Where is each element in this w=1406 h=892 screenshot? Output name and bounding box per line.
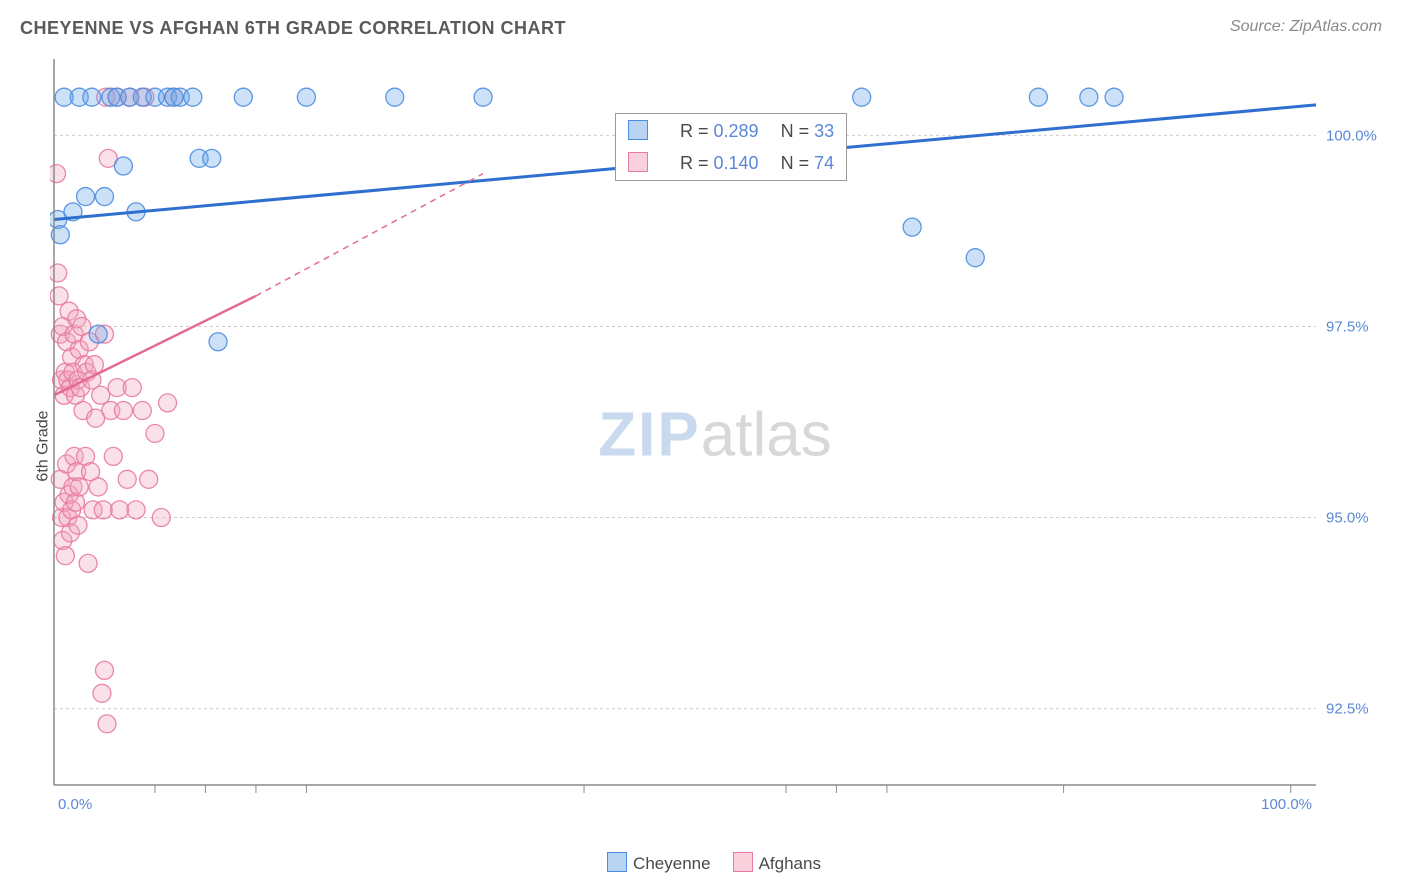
scatter-point	[1029, 88, 1047, 106]
y-tick-label: 92.5%	[1326, 701, 1369, 718]
scatter-point	[966, 249, 984, 267]
scatter-point	[140, 470, 158, 488]
scatter-point	[159, 394, 177, 412]
legend-swatch	[607, 852, 627, 872]
legend-label: Afghans	[759, 854, 821, 873]
scatter-point	[118, 470, 136, 488]
scatter-point	[92, 386, 110, 404]
scatter-point	[234, 88, 252, 106]
scatter-point	[70, 478, 88, 496]
stats-swatch	[628, 120, 648, 140]
scatter-point	[209, 333, 227, 351]
stats-N-label: N = 74	[771, 148, 845, 178]
scatter-point	[1080, 88, 1098, 106]
stats-row: R = 0.289N = 33	[618, 116, 844, 146]
scatter-point	[98, 715, 116, 733]
scatter-point	[853, 88, 871, 106]
stats-N-value: 74	[814, 153, 834, 173]
stats-legend-box: R = 0.289N = 33R = 0.140N = 74	[615, 113, 847, 181]
scatter-point	[50, 264, 67, 282]
scatter-point	[50, 165, 66, 183]
scatter-point	[89, 325, 107, 343]
stats-N-label: N = 33	[771, 116, 845, 146]
scatter-point	[184, 88, 202, 106]
scatter-point	[77, 188, 95, 206]
stats-table: R = 0.289N = 33R = 0.140N = 74	[616, 114, 846, 180]
scatter-point	[1105, 88, 1123, 106]
stats-row: R = 0.140N = 74	[618, 148, 844, 178]
scatter-point	[114, 157, 132, 175]
bottom-legend: Cheyenne Afghans	[0, 852, 1406, 874]
scatter-point	[69, 516, 87, 534]
scatter-point	[146, 424, 164, 442]
scatter-point	[56, 547, 74, 565]
scatter-point	[93, 684, 111, 702]
stats-R-value: 0.289	[714, 121, 759, 141]
scatter-point	[79, 554, 97, 572]
scatter-point	[114, 402, 132, 420]
stats-R-label: R = 0.140	[670, 148, 769, 178]
scatter-point	[133, 402, 151, 420]
legend-label: Cheyenne	[633, 854, 711, 873]
scatter-point	[123, 379, 141, 397]
y-tick-label: 100.0%	[1326, 127, 1377, 144]
scatter-point	[94, 501, 112, 519]
scatter-point	[95, 188, 113, 206]
plot-area: 92.5%95.0%97.5%100.0%0.0%100.0% ZIPatlas…	[50, 55, 1380, 815]
source-label: Source: ZipAtlas.com	[1230, 18, 1382, 36]
scatter-point	[50, 287, 68, 305]
scatter-point	[104, 447, 122, 465]
scatter-point	[474, 88, 492, 106]
scatter-point	[297, 88, 315, 106]
x-tick-label: 100.0%	[1261, 796, 1312, 813]
stats-swatch	[628, 152, 648, 172]
stats-R-value: 0.140	[714, 153, 759, 173]
scatter-point	[95, 661, 113, 679]
scatter-point	[152, 509, 170, 527]
chart-title: CHEYENNE VS AFGHAN 6TH GRADE CORRELATION…	[20, 18, 566, 39]
scatter-point	[203, 149, 221, 167]
stats-N-value: 33	[814, 121, 834, 141]
x-tick-label: 0.0%	[58, 796, 92, 813]
scatter-point	[111, 501, 129, 519]
scatter-point	[89, 478, 107, 496]
y-tick-label: 95.0%	[1326, 510, 1369, 527]
y-tick-label: 97.5%	[1326, 318, 1369, 335]
scatter-point	[903, 218, 921, 236]
stats-R-label: R = 0.289	[670, 116, 769, 146]
scatter-point	[386, 88, 404, 106]
scatter-point	[83, 88, 101, 106]
scatter-point	[127, 501, 145, 519]
legend-swatch	[733, 852, 753, 872]
